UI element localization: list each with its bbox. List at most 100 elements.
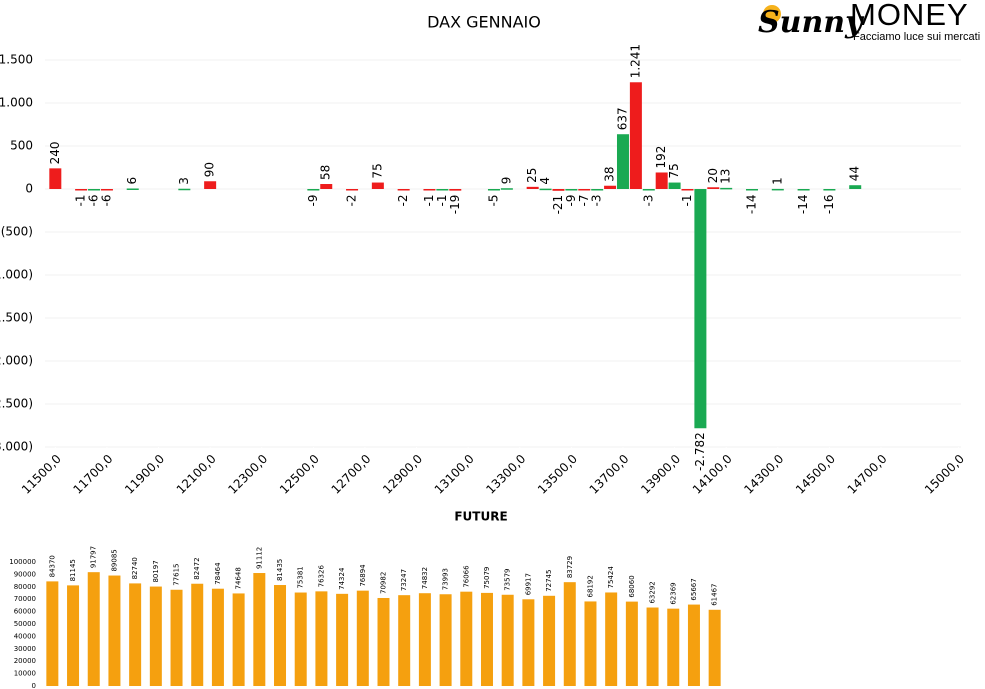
bar — [707, 187, 720, 189]
x-tick-label: 11500,0 — [19, 452, 64, 497]
x-tick-label: 11700,0 — [71, 452, 116, 497]
data-label: 61467 — [711, 583, 719, 605]
y-tick-label: 1.000 — [0, 96, 33, 110]
data-label: 91797 — [90, 546, 98, 568]
data-label: 74648 — [235, 567, 243, 589]
x-tick-label: 14500,0 — [793, 452, 838, 497]
data-label: 68060 — [628, 575, 636, 597]
bar — [204, 181, 217, 189]
bar — [371, 182, 384, 189]
data-label: -2 — [396, 195, 410, 207]
bar — [100, 189, 113, 191]
data-label: 63292 — [649, 581, 657, 603]
bar — [253, 573, 266, 686]
y-tick-label: 70000 — [14, 595, 36, 603]
bar — [823, 189, 836, 191]
y-tick-label: 30000 — [14, 645, 36, 653]
bar — [87, 572, 100, 686]
data-label: 83729 — [566, 556, 574, 578]
data-label: 75424 — [607, 566, 615, 589]
data-label: 80197 — [152, 560, 160, 582]
bar — [694, 189, 707, 429]
bar — [449, 189, 462, 191]
y-tick-label: (2.500) — [0, 397, 33, 411]
data-label: 192 — [654, 146, 668, 169]
x-tick-label: 11900,0 — [122, 452, 167, 497]
data-label: 75 — [667, 163, 681, 178]
data-label: 82472 — [193, 557, 201, 579]
logo-brand: Sunny — [758, 5, 865, 40]
bar — [668, 182, 681, 189]
x-tick-label: 12500,0 — [277, 452, 322, 497]
data-label: -6 — [87, 195, 101, 207]
bar — [526, 186, 539, 189]
bar — [191, 583, 204, 686]
bar — [500, 188, 513, 190]
data-label: 1 — [770, 177, 784, 185]
bar — [49, 168, 62, 189]
data-label: 3 — [177, 177, 191, 185]
bar — [605, 592, 618, 686]
data-label: 82740 — [131, 557, 139, 579]
bar — [655, 172, 668, 189]
bar — [563, 582, 576, 686]
y-tick-label: 1.500 — [0, 53, 33, 67]
bar — [584, 601, 597, 686]
data-label: -1 — [422, 195, 436, 207]
bar — [418, 593, 431, 686]
bar — [439, 594, 452, 686]
data-label: -3 — [641, 195, 655, 207]
data-label: 20 — [706, 168, 720, 183]
bar — [646, 607, 659, 686]
x-tick-label: 13100,0 — [432, 452, 477, 497]
bar — [346, 189, 359, 191]
x-tick-label: 13300,0 — [483, 452, 528, 497]
x-tick-label: 12300,0 — [225, 452, 270, 497]
data-label: 69917 — [524, 573, 532, 595]
y-tick-label: (500) — [1, 225, 33, 239]
data-label: 72745 — [545, 570, 553, 592]
data-label: -5 — [486, 195, 500, 207]
data-label: 9 — [499, 177, 513, 185]
data-label: -14 — [744, 195, 758, 215]
bar — [315, 591, 328, 686]
bar — [129, 583, 142, 686]
data-label: 81435 — [276, 559, 284, 581]
bar — [849, 185, 862, 189]
x-tick-label: 12700,0 — [329, 452, 374, 497]
bar — [745, 189, 758, 191]
data-label: 13 — [719, 169, 733, 184]
logo-tagline: Facciamo luce sui mercati — [853, 31, 980, 43]
data-label: 89085 — [110, 549, 118, 571]
y-tick-label: 100000 — [9, 558, 36, 566]
x-tick-label: 12900,0 — [380, 452, 425, 497]
bar — [687, 604, 700, 686]
data-label: 78464 — [214, 562, 222, 585]
data-label: -2 — [345, 195, 359, 207]
bar — [178, 188, 191, 191]
bar — [797, 189, 810, 191]
bar — [616, 134, 629, 189]
y-tick-label: 50000 — [14, 620, 36, 628]
bar — [436, 189, 449, 191]
y-tick-label: (1.000) — [0, 268, 33, 282]
bar — [320, 184, 333, 189]
data-label: -16 — [822, 195, 836, 215]
data-label: -19 — [448, 195, 462, 215]
y-tick-label: 0 — [25, 182, 33, 196]
bar — [720, 187, 733, 190]
data-label: 90 — [203, 162, 217, 177]
y-tick-label: (3.000) — [0, 440, 33, 454]
x-tick-label: 14300,0 — [741, 452, 786, 497]
y-tick-label: 20000 — [14, 657, 36, 665]
data-label: 25 — [525, 168, 539, 183]
data-label: -6 — [99, 195, 113, 207]
logo-sun — [763, 5, 781, 23]
data-label: 38 — [603, 166, 617, 181]
data-label: 62369 — [669, 582, 677, 604]
data-label: 91112 — [255, 547, 263, 569]
bar — [708, 609, 721, 686]
bar — [294, 592, 307, 686]
data-label: 75 — [370, 163, 384, 178]
bar — [398, 595, 411, 686]
